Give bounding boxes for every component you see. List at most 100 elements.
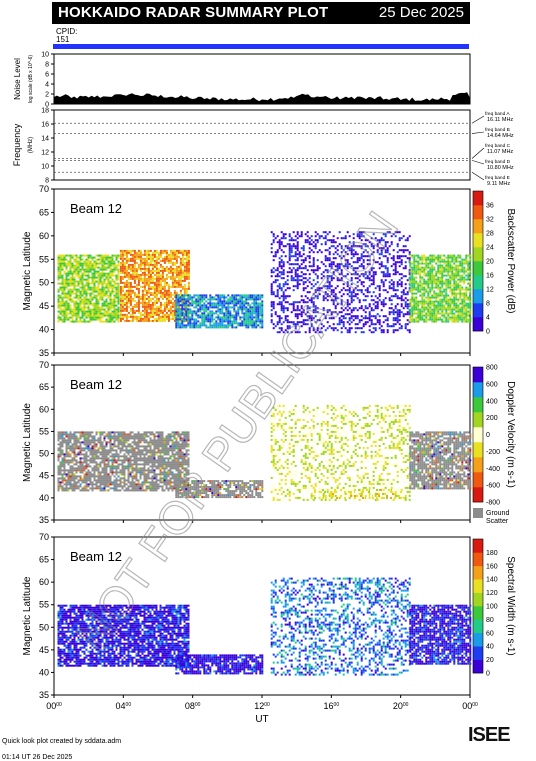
power-cell <box>429 274 432 277</box>
power-cell <box>288 321 291 324</box>
power-cell <box>286 279 289 282</box>
power-cell <box>388 285 391 288</box>
velocity-cell <box>73 435 76 438</box>
power-cell <box>290 249 293 252</box>
power-cell <box>336 313 339 316</box>
power-cell <box>177 320 180 323</box>
power-cell <box>211 302 214 305</box>
power-cell <box>221 304 224 307</box>
power-cell <box>179 271 182 274</box>
power-cell <box>318 235 321 238</box>
power-cell <box>290 279 293 282</box>
power-cell <box>85 258 88 261</box>
power-cell <box>63 286 66 289</box>
power-cell <box>161 273 164 276</box>
power-cell <box>179 291 182 294</box>
power-cell <box>139 261 142 264</box>
velocity-cell <box>77 445 80 448</box>
power-cell <box>362 259 365 262</box>
power-cell <box>205 306 208 309</box>
power-cell <box>93 260 96 263</box>
power-cell <box>330 299 333 302</box>
power-cell <box>107 272 110 275</box>
power-cell <box>417 320 420 323</box>
power-cell <box>378 241 381 244</box>
power-cell <box>282 293 285 296</box>
power-cell <box>294 309 297 312</box>
power-cell <box>278 331 281 334</box>
power-cell <box>229 300 232 303</box>
power-cell <box>105 268 108 271</box>
power-cell <box>211 316 214 319</box>
power-cell <box>111 258 114 261</box>
power-cell <box>274 281 277 284</box>
power-cell <box>251 326 254 329</box>
power-cell <box>467 268 470 271</box>
velocity-cell <box>77 441 80 444</box>
power-cell <box>243 302 246 305</box>
power-cell <box>286 243 289 246</box>
power-cell <box>386 269 389 272</box>
power-cell <box>251 318 254 321</box>
power-cell <box>398 261 401 264</box>
power-cell <box>455 282 458 285</box>
power-cell <box>171 309 174 312</box>
power-cell <box>358 327 361 330</box>
power-cell <box>165 259 168 262</box>
power-cell <box>179 257 182 260</box>
power-cell <box>145 261 148 264</box>
power-cell <box>161 311 164 314</box>
power-cell <box>163 251 166 254</box>
power-cell <box>463 270 466 273</box>
power-cell <box>463 320 466 323</box>
power-cell <box>87 314 90 317</box>
power-cell <box>177 296 180 299</box>
power-cell <box>107 284 110 287</box>
power-cell <box>103 304 106 307</box>
power-cell <box>338 265 341 268</box>
power-cell <box>272 267 275 270</box>
power-cell <box>425 316 428 319</box>
power-cell <box>453 276 456 279</box>
power-cell <box>306 301 309 304</box>
power-cell <box>139 253 142 256</box>
power-cell <box>282 271 285 274</box>
power-cell <box>181 322 184 325</box>
power-cell <box>217 308 220 311</box>
power-cell <box>453 282 456 285</box>
power-cell <box>441 272 444 275</box>
velocity-cell <box>63 451 66 454</box>
noise-yunit: log scale (dB x 10^-6) <box>28 55 34 104</box>
power-cell <box>123 253 126 256</box>
power-cell <box>129 297 132 300</box>
power-cell <box>101 312 104 315</box>
power-cell <box>117 318 120 321</box>
power-cell <box>217 304 220 307</box>
power-cell <box>167 297 170 300</box>
power-cell <box>463 314 466 317</box>
power-cell <box>390 265 393 268</box>
power-cell <box>129 281 132 284</box>
power-cell <box>187 298 190 301</box>
power-cell <box>308 299 311 302</box>
power-cell <box>171 311 174 314</box>
power-cell <box>93 282 96 285</box>
power-cell <box>308 317 311 320</box>
power-cell <box>119 279 122 282</box>
power-cell <box>199 296 202 299</box>
power-cell <box>427 292 430 295</box>
power-cell <box>99 268 102 271</box>
power-cell <box>163 255 166 258</box>
power-cell <box>298 267 301 270</box>
power-cell <box>115 318 118 321</box>
power-cell <box>316 307 319 310</box>
power-cell <box>461 276 464 279</box>
power-cell <box>147 261 150 264</box>
power-cell <box>159 289 162 292</box>
power-cell <box>358 235 361 238</box>
power-cell <box>133 315 136 318</box>
power-cell <box>288 253 291 256</box>
power-cell <box>225 300 228 303</box>
power-cell <box>81 282 84 285</box>
power-cell <box>382 301 385 304</box>
